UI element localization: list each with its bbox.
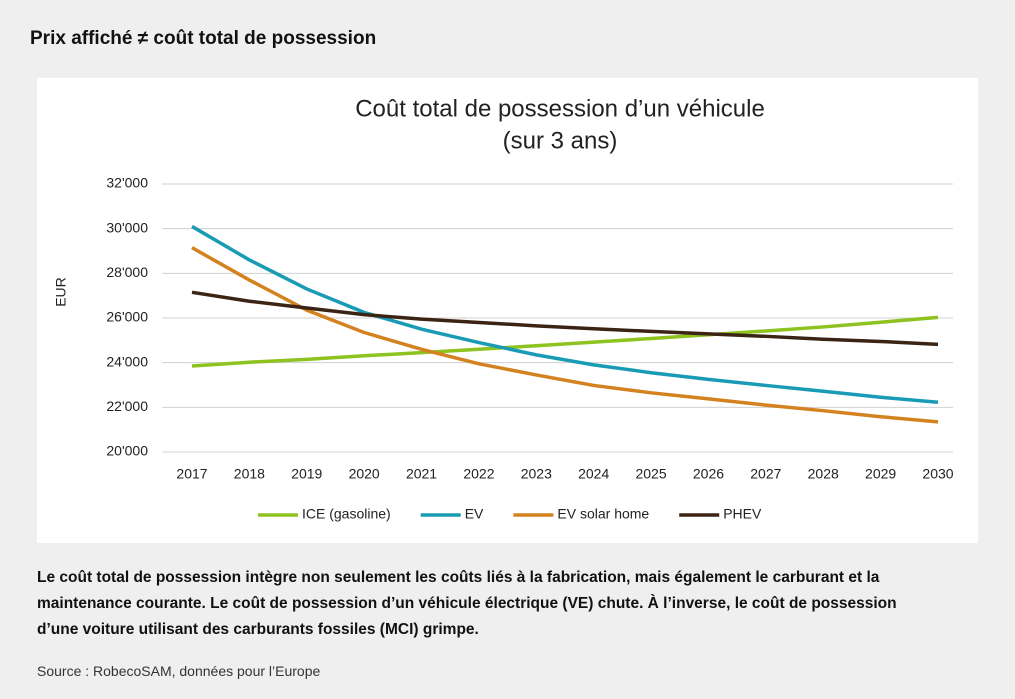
y-tick-label: 24'000 (106, 353, 148, 369)
source: Source : RobecoSAM, données pour l’Europ… (37, 663, 321, 679)
x-tick-label: 2025 (635, 466, 666, 482)
x-tick-label: 2029 (865, 466, 896, 482)
x-tick-label: 2030 (922, 466, 953, 482)
y-tick-label: 28'000 (106, 264, 148, 280)
series-line (191, 290, 939, 347)
y-axis-label: EUR (53, 277, 69, 307)
series-line (191, 224, 939, 404)
y-tick-label: 22'000 (106, 398, 148, 414)
page-title: Prix affiché ≠ coût total de possession (30, 28, 377, 49)
x-tick-label: 2024 (578, 466, 609, 482)
x-tick-label: 2023 (521, 466, 552, 482)
chart-panel (37, 78, 978, 543)
y-tick-label: 26'000 (106, 309, 148, 325)
legend-label: PHEV (723, 506, 762, 522)
series-line (191, 246, 939, 424)
legend-label: EV (465, 506, 484, 522)
chart: Coût total de possession d’un véhicule (… (37, 78, 978, 543)
legend-label: ICE (gasoline) (302, 506, 391, 522)
y-tick-label: 32'000 (106, 175, 148, 191)
x-tick-label: 2019 (291, 466, 322, 482)
x-tick-label: 2018 (234, 466, 265, 482)
y-tick-label: 30'000 (106, 219, 148, 235)
chart-subtitle: (sur 3 ans) (503, 127, 618, 154)
x-tick-label: 2028 (808, 466, 839, 482)
y-tick-label: 20'000 (106, 443, 148, 459)
chart-title: Coût total de possession d’un véhicule (355, 95, 765, 122)
x-tick-label: 2026 (693, 466, 724, 482)
x-tick-label: 2027 (750, 466, 781, 482)
legend-label: EV solar home (557, 506, 649, 522)
series-line (191, 315, 939, 368)
x-tick-label: 2020 (349, 466, 380, 482)
description: Le coût total de possession intègre non … (37, 569, 897, 638)
x-tick-label: 2021 (406, 466, 437, 482)
x-tick-label: 2022 (463, 466, 494, 482)
x-tick-label: 2017 (176, 466, 207, 482)
